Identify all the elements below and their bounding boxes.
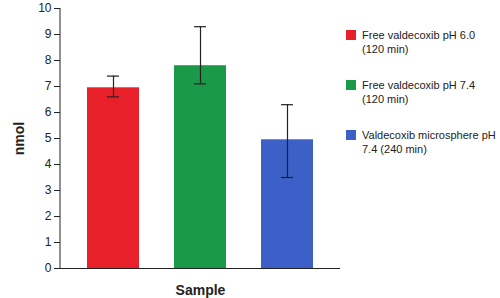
html-text:Free valdecoxib pH 7.4 (120 mi: Free valdecoxib pH 7.4 (120 min) bbox=[362, 79, 476, 105]
svg-text:nmol: nmol bbox=[11, 122, 27, 155]
svg-text:4: 4 bbox=[45, 157, 52, 171]
svg-text:10: 10 bbox=[38, 1, 52, 15]
svg-text:7: 7 bbox=[45, 79, 52, 93]
svg-text:0: 0 bbox=[45, 261, 52, 275]
html-text:Free valdecoxib pH 6.0 (120 mi: Free valdecoxib pH 6.0 (120 min) bbox=[362, 29, 476, 55]
svg-text:6: 6 bbox=[45, 105, 52, 119]
svg-text:1: 1 bbox=[45, 235, 52, 249]
svg-text:5: 5 bbox=[45, 131, 52, 145]
svg-text:8: 8 bbox=[45, 53, 52, 67]
html-text:Valdecoxib microsphere pH 7.4: Valdecoxib microsphere pH 7.4 (240 min) bbox=[362, 129, 496, 155]
svg-text:2: 2 bbox=[45, 209, 52, 223]
svg-text:3: 3 bbox=[45, 183, 52, 197]
svg-text:9: 9 bbox=[45, 27, 52, 41]
svg-text:Sample: Sample bbox=[176, 282, 226, 298]
